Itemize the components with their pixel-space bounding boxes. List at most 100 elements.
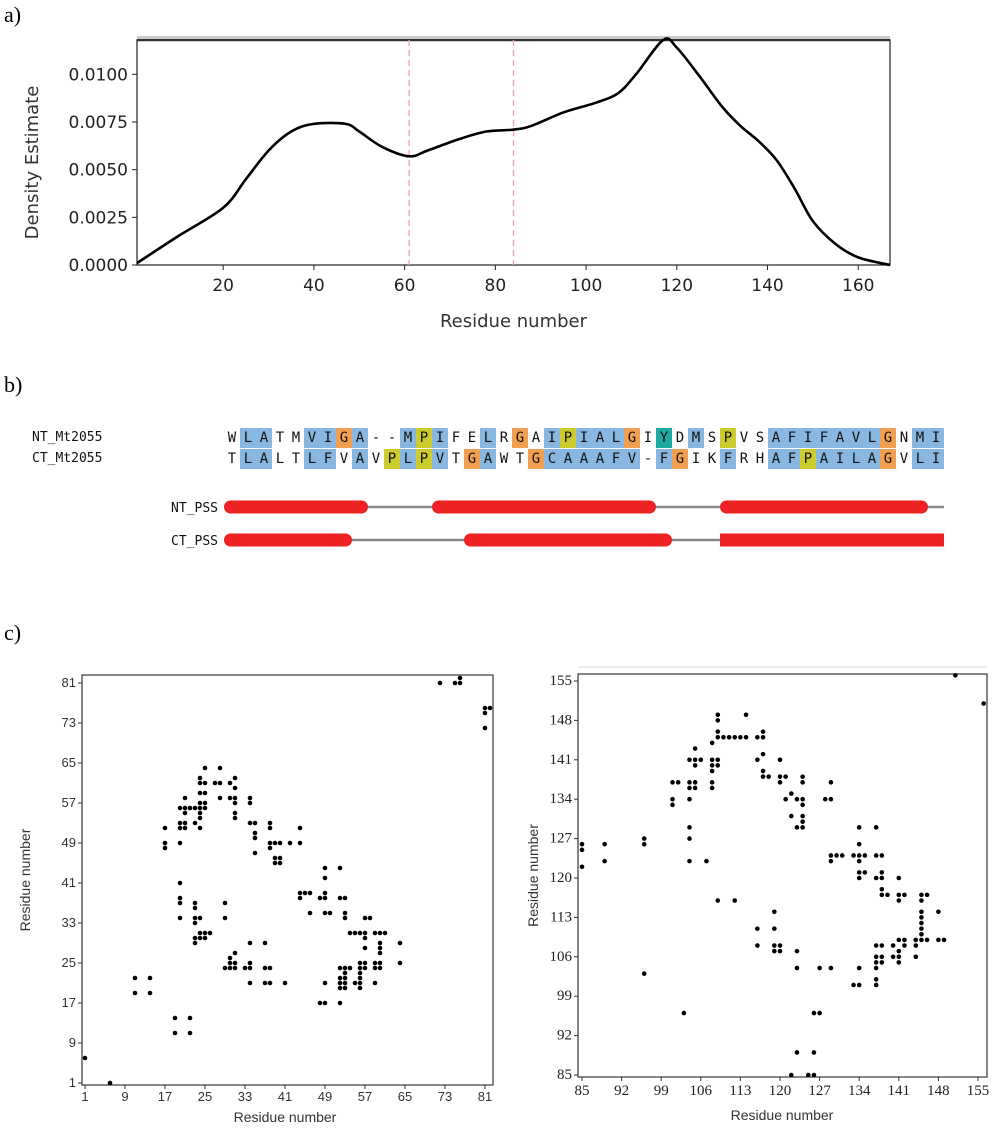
y-tick-label: 113 [550, 909, 572, 925]
residue: I [928, 449, 944, 469]
contact-point [698, 757, 704, 763]
contact-point [342, 985, 348, 991]
contact-point [342, 915, 348, 921]
contact-point [197, 775, 203, 781]
contact-point [879, 853, 885, 858]
residue: - [371, 430, 381, 446]
contact-point [267, 965, 273, 971]
residue: L [608, 428, 624, 448]
contact-point [828, 858, 834, 864]
contact-point [811, 1050, 817, 1055]
residue: R [739, 451, 749, 467]
residue: M [291, 430, 301, 446]
helix-bar [720, 500, 928, 514]
contact-point [357, 985, 363, 991]
y-tick-label: 155 [550, 673, 573, 689]
contact-point [452, 680, 458, 686]
contact-point [851, 853, 856, 858]
residue: P [720, 428, 736, 448]
contact-point [347, 930, 353, 936]
contact-point [132, 975, 138, 981]
contact-point [202, 765, 208, 771]
x-axis-label: Residue number [234, 1109, 337, 1125]
contact-point [772, 926, 777, 931]
contact-point [687, 796, 692, 802]
contact-point [357, 975, 363, 981]
contact-point [856, 853, 862, 858]
contact-point [715, 763, 721, 768]
contact-point [873, 982, 879, 988]
contact-point [182, 810, 188, 816]
contact-point [457, 680, 463, 686]
contact-point [919, 898, 924, 903]
contact-point [187, 1015, 193, 1021]
residue: V [339, 451, 349, 467]
contact-point [743, 734, 749, 740]
contact-point [726, 734, 732, 740]
helix-bar [432, 500, 656, 514]
residue: A [560, 449, 576, 469]
sequence-name: NT_Mt2055 [32, 430, 103, 445]
y-tick-label: 148 [550, 712, 573, 728]
contact-point [177, 900, 183, 906]
residue: E [467, 430, 477, 446]
contact-point [217, 765, 223, 771]
residue: A [832, 428, 848, 448]
contact-point [482, 705, 488, 711]
contact-point [247, 960, 253, 966]
contact-point [828, 796, 834, 802]
contact-point [277, 855, 283, 861]
contact-point [362, 930, 368, 936]
contact-point [222, 965, 228, 971]
contact-point [202, 780, 208, 786]
contact-point [687, 825, 692, 830]
contact-point [177, 805, 183, 811]
contact-point [317, 1000, 323, 1006]
contact-point [941, 937, 947, 943]
contact-point [362, 960, 368, 966]
contact-point [202, 800, 208, 806]
contact-point [302, 890, 308, 896]
contact-point [919, 931, 924, 937]
residue: D [675, 430, 685, 446]
contact-point [760, 751, 766, 757]
contact-point [82, 1055, 88, 1061]
contact-point [202, 930, 208, 936]
contact-point [856, 825, 862, 830]
x-tick-label: 40 [303, 276, 325, 296]
panel-label-a: a) [4, 2, 22, 27]
contact-point [372, 965, 378, 971]
contact-point [372, 960, 378, 966]
contact-point [242, 965, 248, 971]
contact-point [177, 915, 183, 921]
contact-point [777, 780, 783, 785]
y-tick-label: 0.0075 [69, 113, 128, 133]
contact-point [342, 970, 348, 976]
contact-point [687, 836, 692, 841]
residue: G [672, 449, 688, 469]
contact-point [297, 895, 303, 901]
residue: I [544, 428, 560, 448]
contact-point [277, 860, 283, 866]
contact-point [760, 734, 766, 740]
residue: A [592, 449, 608, 469]
contact-point [913, 937, 919, 943]
contact-point [913, 954, 919, 960]
contact-point [197, 790, 203, 796]
residue: M [688, 428, 704, 448]
contact-point [232, 775, 238, 781]
x-tick-label: 141 [888, 1083, 911, 1099]
contact-point [772, 948, 777, 954]
contact-point [873, 977, 879, 982]
residue: I [928, 428, 944, 448]
contact-point [282, 980, 288, 986]
contact-point [322, 910, 328, 916]
panel-label-b: b) [4, 372, 23, 397]
contact-point [896, 948, 902, 954]
contact-point [856, 870, 862, 875]
contact-point [715, 757, 721, 763]
residue: L [848, 449, 864, 469]
contact-point [641, 971, 647, 976]
contact-point [377, 940, 383, 946]
contact-point [187, 805, 193, 811]
